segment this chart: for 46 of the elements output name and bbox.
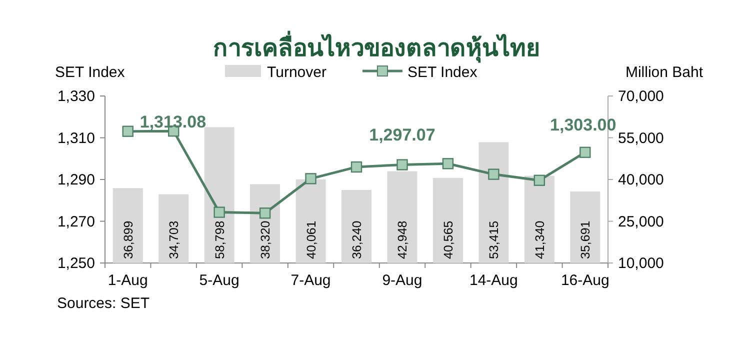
data-label: 1,303.00 [550,115,616,134]
point [350,161,362,173]
data-label: 58,798 [212,220,227,259]
y-tick-label: 1,310 [57,130,95,147]
data-label: 40,061 [304,220,318,259]
x-tick-label: 14-Aug [469,272,518,289]
x-tick-label: 5-Aug [199,272,240,289]
data-label: 1,313.08 [140,112,206,132]
y2-tick-label: 70,000 [618,88,664,105]
point [214,206,225,218]
chart-title: การเคลื่อนไหวของตลาดหุ้นไทย [213,30,540,64]
point [488,168,500,180]
data-label: 34,703 [167,220,182,259]
data-label: 41,340 [532,220,547,259]
y2-tick-label: 40,000 [618,172,664,188]
legend-label: SET Index [407,64,478,81]
x-tick-label: 1-Aug [108,272,148,289]
x-tick-label: 7-Aug [290,272,331,289]
point [396,159,408,170]
point [259,208,271,219]
x-tick-label: 9-Aug [382,272,422,289]
point [305,173,316,184]
data-label: 36,240 [350,220,364,259]
y2-tick-label: 10,000 [618,255,664,272]
y-tick-label: 1,270 [57,213,95,230]
y-tick-label: 1,330 [57,88,95,105]
data-label: 35,691 [578,220,593,259]
y-tick-label: 1,290 [57,172,95,188]
source-note: Sources: SET [57,295,150,312]
point [534,174,546,186]
legend-label: Turnover [267,64,326,81]
point [442,158,454,170]
y2-tick-label: 55,000 [618,130,664,147]
y2-tick-label: 25,000 [618,213,664,230]
y-axis-title: SET Index [55,64,126,81]
data-label: 36,899 [121,220,136,259]
x-tick-label: 16-Aug [560,272,610,289]
y2-axis-title: Million Baht [625,64,704,81]
point [580,146,591,158]
data-label: 38,320 [258,220,273,259]
data-label: 40,565 [441,220,456,259]
y-tick-label: 1,250 [57,255,95,272]
data-label: 42,948 [396,220,410,259]
point [122,126,134,137]
data-label: 1,297.07 [369,126,436,145]
data-label: 53,415 [487,220,502,259]
